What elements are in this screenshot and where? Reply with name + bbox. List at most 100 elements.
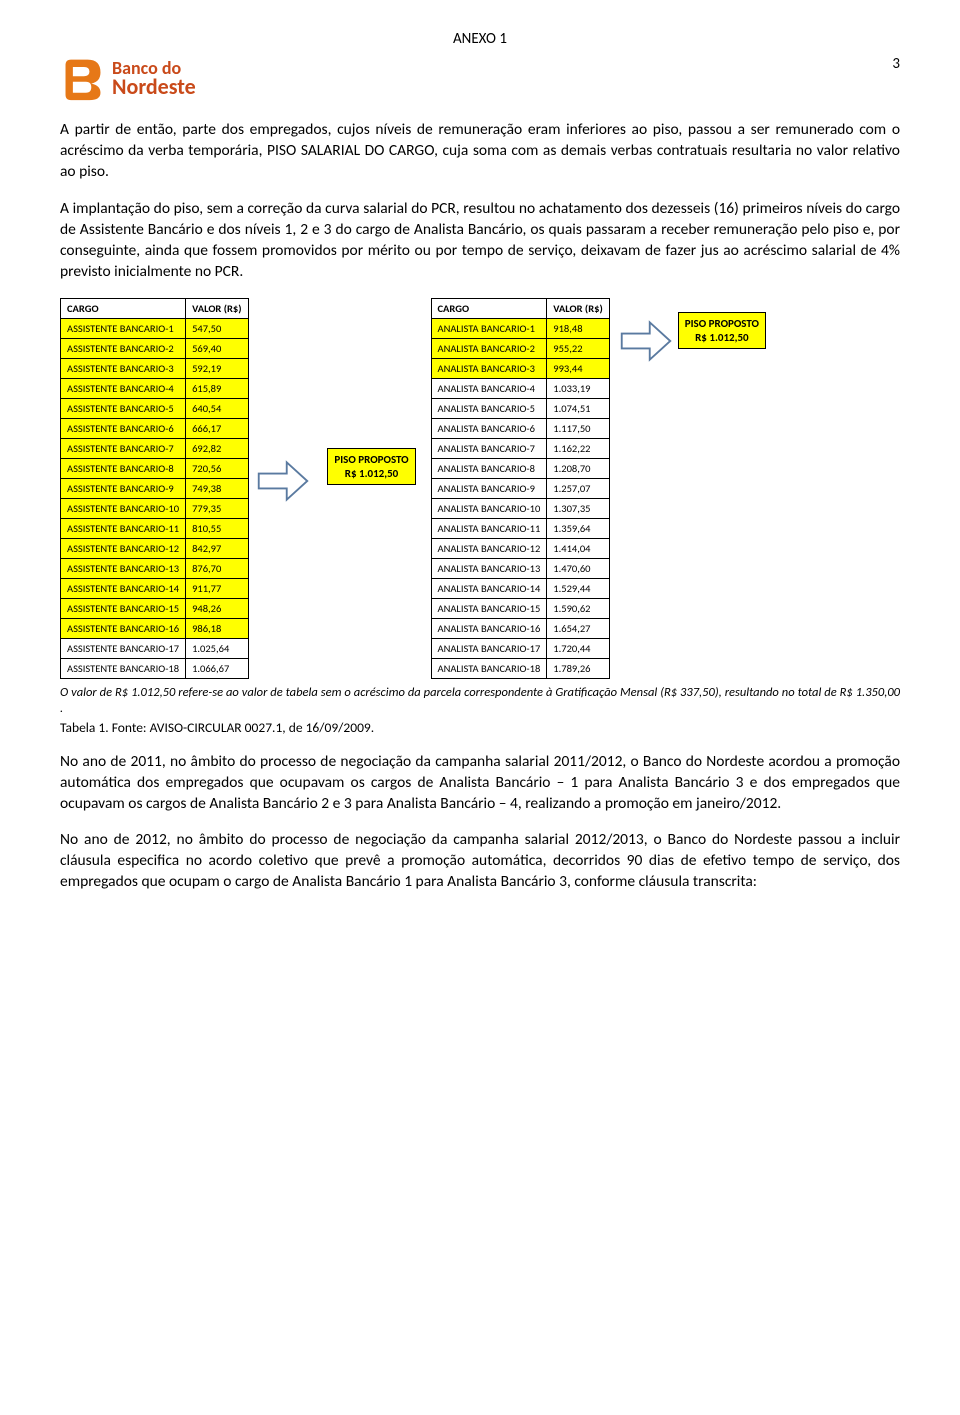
cell-cargo: ASSISTENTE BANCARIO-12	[61, 539, 186, 559]
table-row: ANALISTA BANCARIO-151.590,62	[431, 599, 609, 619]
page-number: 3	[892, 55, 900, 73]
cell-cargo: ASSISTENTE BANCARIO-16	[61, 619, 186, 639]
piso-box-2: PISO PROPOSTO R$ 1.012,50	[678, 312, 766, 348]
table-row: ANALISTA BANCARIO-81.208,70	[431, 459, 609, 479]
document-header: ANEXO 1 3 Banco do Nordeste	[60, 30, 900, 102]
cell-cargo: ANALISTA BANCARIO-1	[431, 319, 547, 339]
cell-cargo: ANALISTA BANCARIO-14	[431, 579, 547, 599]
cell-valor: 1.590,62	[547, 599, 609, 619]
arrow-col-2	[618, 298, 674, 364]
table-row: ASSISTENTE BANCARIO-11810,55	[61, 519, 249, 539]
cell-cargo: ASSISTENTE BANCARIO-8	[61, 459, 186, 479]
cell-valor: 1.162,22	[547, 439, 609, 459]
cell-valor: 842,97	[186, 539, 248, 559]
cell-cargo: ANALISTA BANCARIO-7	[431, 439, 547, 459]
cell-valor: 1.307,35	[547, 499, 609, 519]
arrow-col-1	[253, 298, 313, 504]
table-row: ASSISTENTE BANCARIO-171.025,64	[61, 639, 249, 659]
cell-valor: 1.654,27	[547, 619, 609, 639]
table-row: ASSISTENTE BANCARIO-14911,77	[61, 579, 249, 599]
piso-box-1: PISO PROPOSTO R$ 1.012,50	[327, 448, 415, 484]
cell-cargo: ANALISTA BANCARIO-15	[431, 599, 547, 619]
arrow-right-icon	[618, 318, 674, 364]
piso-label-1a: PISO PROPOSTO	[334, 453, 408, 466]
cell-valor: 986,18	[186, 619, 248, 639]
table-row: ASSISTENTE BANCARIO-7692,82	[61, 439, 249, 459]
logo-icon	[60, 56, 106, 102]
cell-valor: 955,22	[547, 339, 609, 359]
cell-valor: 1.025,64	[186, 639, 248, 659]
paragraph-1: A partir de então, parte dos empregados,…	[60, 120, 900, 183]
cell-cargo: ANALISTA BANCARIO-10	[431, 499, 547, 519]
cell-cargo: ANALISTA BANCARIO-16	[431, 619, 547, 639]
cell-cargo: ASSISTENTE BANCARIO-7	[61, 439, 186, 459]
piso-label-2b: R$ 1.012,50	[695, 331, 748, 344]
t1-header-cargo: CARGO	[61, 299, 186, 319]
cell-valor: 1.359,64	[547, 519, 609, 539]
table-row: ASSISTENTE BANCARIO-4615,89	[61, 379, 249, 399]
cell-valor: 1.117,50	[547, 419, 609, 439]
cell-valor: 1.789,26	[547, 659, 609, 679]
cell-cargo: ANALISTA BANCARIO-3	[431, 359, 547, 379]
table-row: ANALISTA BANCARIO-111.359,64	[431, 519, 609, 539]
t2-header-cargo: CARGO	[431, 299, 547, 319]
analista-table: CARGO VALOR (R$) ANALISTA BANCARIO-1918,…	[431, 298, 610, 679]
table-row: ANALISTA BANCARIO-161.654,27	[431, 619, 609, 639]
piso-label-1b: R$ 1.012,50	[345, 467, 398, 480]
cell-valor: 1.066,67	[186, 659, 248, 679]
cell-valor: 1.074,51	[547, 399, 609, 419]
table-row: ANALISTA BANCARIO-41.033,19	[431, 379, 609, 399]
cell-cargo: ASSISTENTE BANCARIO-14	[61, 579, 186, 599]
assistente-table: CARGO VALOR (R$) ASSISTENTE BANCARIO-154…	[60, 298, 249, 679]
table-row: ANALISTA BANCARIO-71.162,22	[431, 439, 609, 459]
logo-line2: Nordeste	[112, 77, 196, 98]
arrow-right-icon	[255, 458, 311, 504]
t1-header-valor: VALOR (R$)	[186, 299, 248, 319]
cell-valor: 1.470,60	[547, 559, 609, 579]
t2-header-valor: VALOR (R$)	[547, 299, 609, 319]
table-row: ASSISTENTE BANCARIO-5640,54	[61, 399, 249, 419]
table-row: ANALISTA BANCARIO-3993,44	[431, 359, 609, 379]
table-row: ASSISTENTE BANCARIO-13876,70	[61, 559, 249, 579]
piso-col-2: PISO PROPOSTO R$ 1.012,50	[678, 298, 766, 348]
cell-valor: 779,35	[186, 499, 248, 519]
cell-valor: 918,48	[547, 319, 609, 339]
cell-valor: 592,19	[186, 359, 248, 379]
table-row: ANALISTA BANCARIO-131.470,60	[431, 559, 609, 579]
cell-valor: 640,54	[186, 399, 248, 419]
cell-cargo: ANALISTA BANCARIO-6	[431, 419, 547, 439]
paragraph-4: No ano de 2012, no âmbito do processo de…	[60, 830, 900, 893]
cell-cargo: ASSISTENTE BANCARIO-17	[61, 639, 186, 659]
cell-valor: 1.208,70	[547, 459, 609, 479]
cell-valor: 749,38	[186, 479, 248, 499]
cell-cargo: ANALISTA BANCARIO-17	[431, 639, 547, 659]
table-row: ASSISTENTE BANCARIO-3592,19	[61, 359, 249, 379]
cell-valor: 1.529,44	[547, 579, 609, 599]
cell-valor: 720,56	[186, 459, 248, 479]
cell-cargo: ASSISTENTE BANCARIO-4	[61, 379, 186, 399]
table-row: ANALISTA BANCARIO-101.307,35	[431, 499, 609, 519]
cell-cargo: ANALISTA BANCARIO-8	[431, 459, 547, 479]
cell-cargo: ASSISTENTE BANCARIO-10	[61, 499, 186, 519]
cell-cargo: ASSISTENTE BANCARIO-11	[61, 519, 186, 539]
table-row: ASSISTENTE BANCARIO-1547,50	[61, 319, 249, 339]
cell-cargo: ANALISTA BANCARIO-2	[431, 339, 547, 359]
cell-cargo: ASSISTENTE BANCARIO-13	[61, 559, 186, 579]
table-row: ASSISTENTE BANCARIO-8720,56	[61, 459, 249, 479]
table-row: ASSISTENTE BANCARIO-2569,40	[61, 339, 249, 359]
cell-valor: 547,50	[186, 319, 248, 339]
anexo-title: ANEXO 1	[60, 30, 900, 48]
cell-cargo: ANALISTA BANCARIO-4	[431, 379, 547, 399]
table-row: ASSISTENTE BANCARIO-12842,97	[61, 539, 249, 559]
logo-text: Banco do Nordeste	[112, 60, 196, 98]
cell-cargo: ANALISTA BANCARIO-12	[431, 539, 547, 559]
table-row: ASSISTENTE BANCARIO-16986,18	[61, 619, 249, 639]
cell-cargo: ANALISTA BANCARIO-18	[431, 659, 547, 679]
cell-cargo: ASSISTENTE BANCARIO-18	[61, 659, 186, 679]
cell-valor: 692,82	[186, 439, 248, 459]
cell-valor: 569,40	[186, 339, 248, 359]
table-row: ANALISTA BANCARIO-2955,22	[431, 339, 609, 359]
cell-valor: 1.720,44	[547, 639, 609, 659]
cell-valor: 948,26	[186, 599, 248, 619]
cell-cargo: ANALISTA BANCARIO-13	[431, 559, 547, 579]
